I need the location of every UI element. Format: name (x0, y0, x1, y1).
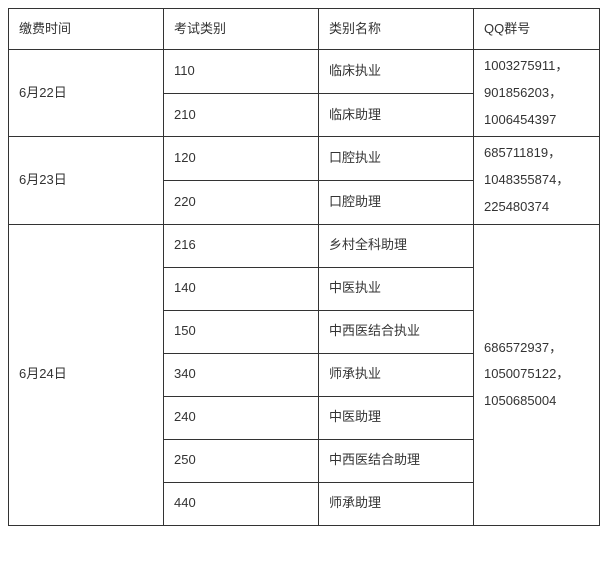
cell-name: 乡村全科助理 (319, 224, 474, 267)
cell-qq: 685711819， 1048355874， 225480374 (474, 137, 600, 224)
header-category-name: 类别名称 (319, 9, 474, 50)
cell-code: 140 (164, 267, 319, 310)
header-row: 缴费时间 考试类别 类别名称 QQ群号 (9, 9, 600, 50)
cell-date: 6月23日 (9, 137, 164, 224)
cell-code: 120 (164, 137, 319, 181)
cell-code: 220 (164, 181, 319, 225)
header-payment-date: 缴费时间 (9, 9, 164, 50)
cell-name: 临床执业 (319, 50, 474, 94)
header-exam-category: 考试类别 (164, 9, 319, 50)
qq-line: 1003275911， (484, 56, 589, 77)
cell-code: 110 (164, 50, 319, 94)
cell-name: 师承助理 (319, 482, 474, 525)
cell-code: 240 (164, 396, 319, 439)
qq-line: 686572937， (484, 338, 589, 359)
qq-line: 1050075122， (484, 364, 589, 385)
cell-qq: 1003275911， 901856203， 1006454397 (474, 50, 600, 137)
cell-date: 6月22日 (9, 50, 164, 137)
cell-name: 师承执业 (319, 353, 474, 396)
cell-name: 中西医结合执业 (319, 310, 474, 353)
cell-name: 临床助理 (319, 93, 474, 137)
cell-code: 250 (164, 439, 319, 482)
qq-line: 1050685004 (484, 391, 589, 412)
cell-code: 150 (164, 310, 319, 353)
cell-name: 中医执业 (319, 267, 474, 310)
cell-name: 中西医结合助理 (319, 439, 474, 482)
cell-name: 口腔执业 (319, 137, 474, 181)
cell-date: 6月24日 (9, 224, 164, 525)
cell-code: 210 (164, 93, 319, 137)
table-row: 6月22日 110 临床执业 1003275911， 901856203， 10… (9, 50, 600, 94)
qq-line: 1006454397 (484, 110, 589, 131)
qq-line: 901856203， (484, 83, 589, 104)
table-row: 6月23日 120 口腔执业 685711819， 1048355874， 22… (9, 137, 600, 181)
cell-code: 340 (164, 353, 319, 396)
cell-name: 中医助理 (319, 396, 474, 439)
table-row: 6月24日 216 乡村全科助理 686572937， 1050075122， … (9, 224, 600, 267)
qq-line: 225480374 (484, 197, 589, 218)
cell-code: 216 (164, 224, 319, 267)
cell-name: 口腔助理 (319, 181, 474, 225)
qq-line: 685711819， (484, 143, 589, 164)
schedule-table: 缴费时间 考试类别 类别名称 QQ群号 6月22日 110 临床执业 10032… (8, 8, 600, 526)
cell-code: 440 (164, 482, 319, 525)
header-qq-group: QQ群号 (474, 9, 600, 50)
qq-line: 1048355874， (484, 170, 589, 191)
cell-qq: 686572937， 1050075122， 1050685004 (474, 224, 600, 525)
